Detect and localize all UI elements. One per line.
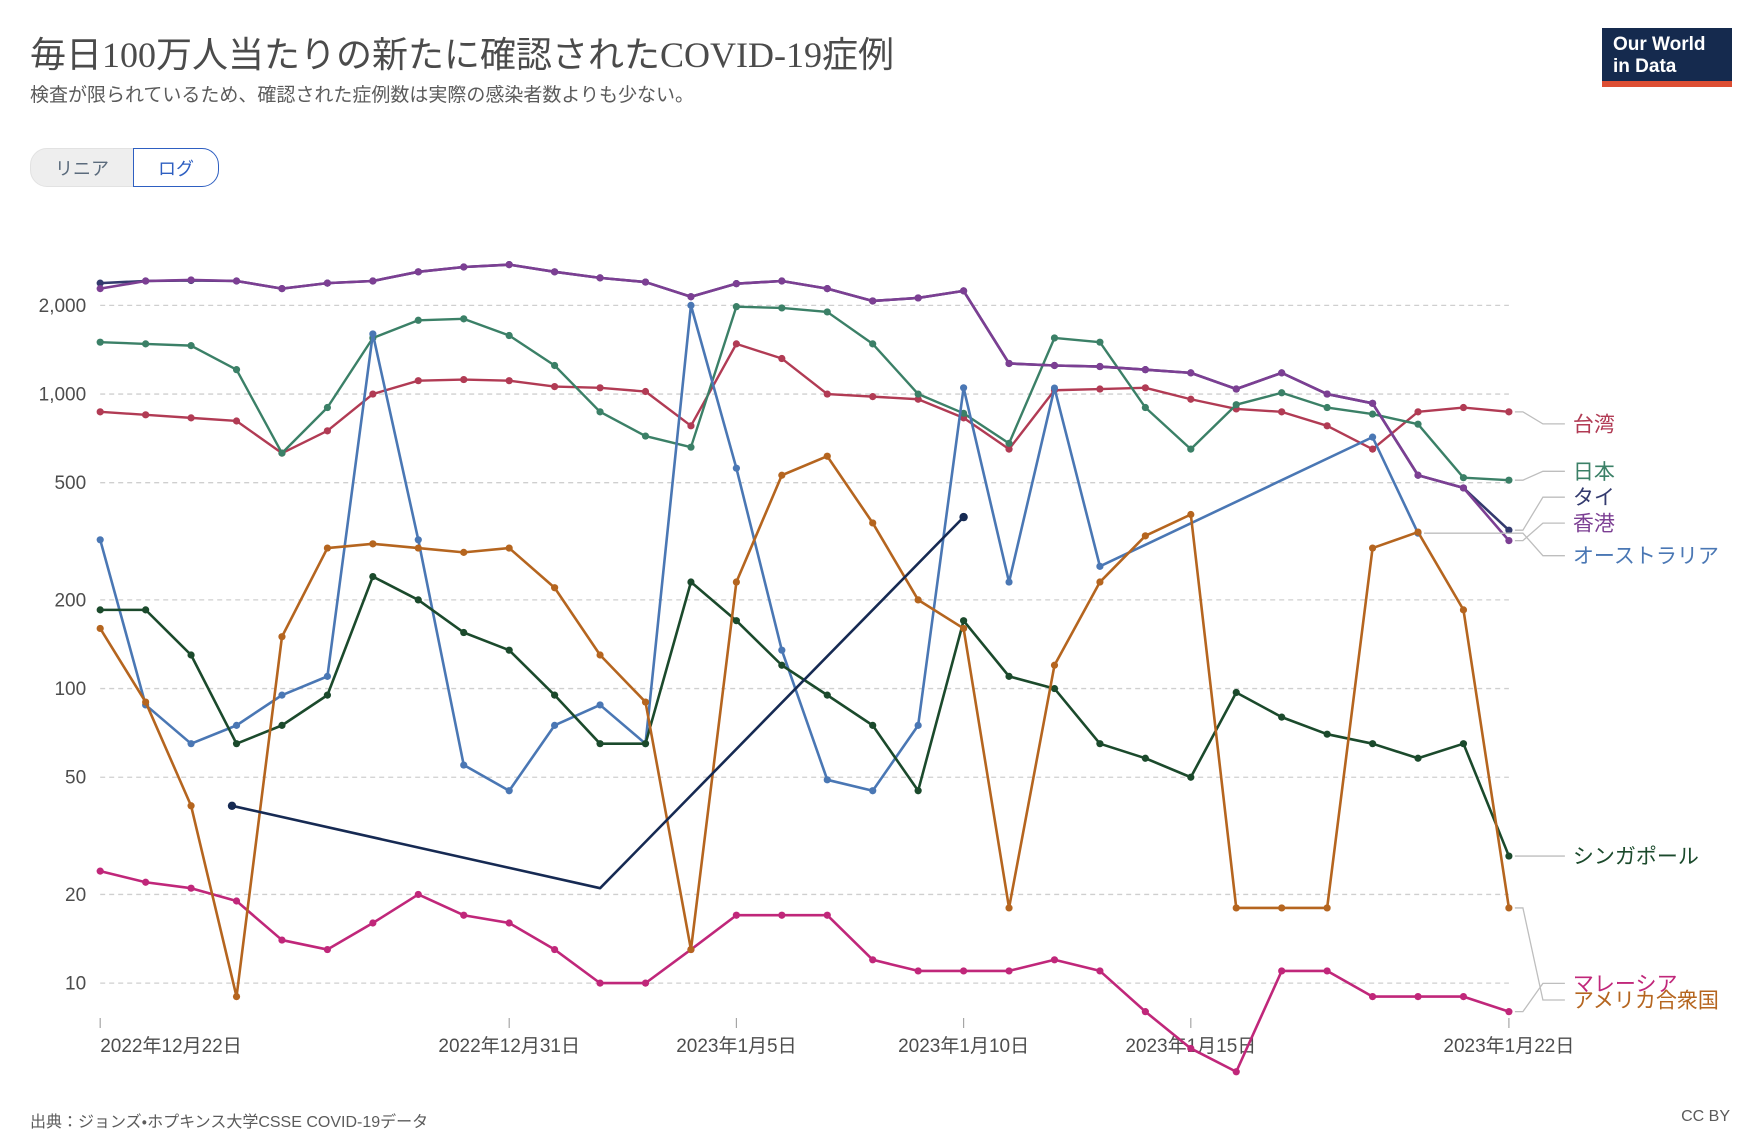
svg-text:オーストラリア: オーストラリア — [1573, 545, 1719, 568]
svg-text:20: 20 — [65, 885, 86, 906]
svg-text:台湾: 台湾 — [1573, 413, 1615, 436]
svg-text:2022年12月31日: 2022年12月31日 — [438, 1035, 580, 1057]
svg-text:2023年1月10日: 2023年1月10日 — [898, 1035, 1029, 1057]
svg-text:タイ: タイ — [1573, 487, 1615, 510]
svg-text:200: 200 — [54, 590, 86, 611]
svg-text:500: 500 — [54, 473, 86, 494]
svg-text:10: 10 — [65, 974, 86, 995]
svg-text:2023年1月22日: 2023年1月22日 — [1443, 1035, 1574, 1057]
svg-text:50: 50 — [65, 768, 86, 789]
svg-text:香港: 香港 — [1573, 513, 1615, 536]
svg-text:1,000: 1,000 — [39, 385, 87, 406]
svg-text:アメリカ合衆国: アメリカ合衆国 — [1573, 990, 1719, 1013]
svg-text:日本: 日本 — [1573, 461, 1615, 484]
svg-text:2023年1月5日: 2023年1月5日 — [676, 1035, 796, 1057]
svg-text:2,000: 2,000 — [39, 296, 87, 317]
svg-text:100: 100 — [54, 679, 86, 700]
svg-text:2022年12月22日: 2022年12月22日 — [100, 1035, 242, 1057]
svg-text:シンガポール: シンガポール — [1573, 846, 1699, 869]
